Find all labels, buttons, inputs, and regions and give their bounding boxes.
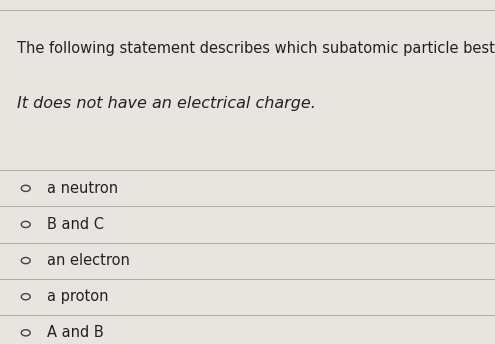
Text: an electron: an electron	[47, 253, 130, 268]
Text: It does not have an electrical charge.: It does not have an electrical charge.	[17, 96, 316, 111]
Text: The following statement describes which subatomic particle best?: The following statement describes which …	[17, 41, 495, 56]
Text: a neutron: a neutron	[47, 181, 118, 196]
Text: a proton: a proton	[47, 289, 108, 304]
Text: A and B: A and B	[47, 325, 104, 340]
Text: B and C: B and C	[47, 217, 104, 232]
